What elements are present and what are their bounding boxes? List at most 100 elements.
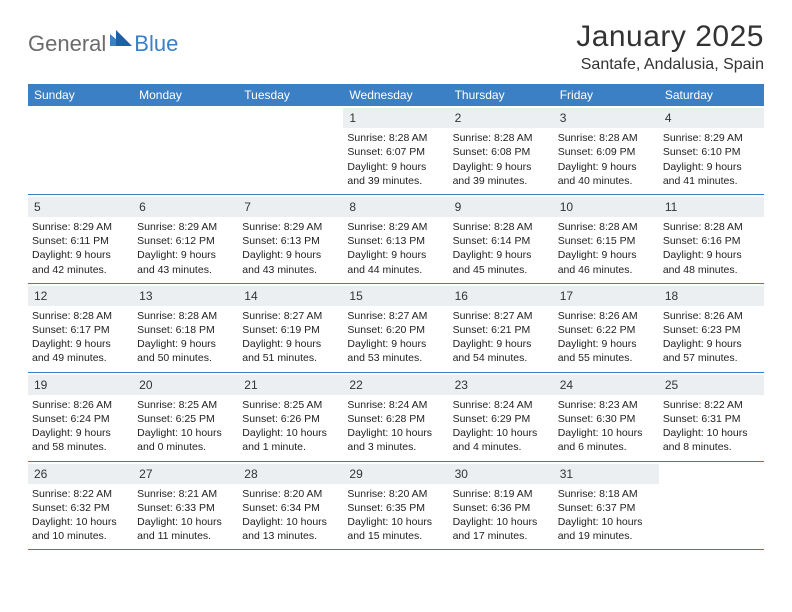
day-number: 4 (659, 108, 764, 128)
sunrise-text: Sunrise: 8:27 AM (347, 309, 444, 323)
location-text: Santafe, Andalusia, Spain (576, 56, 764, 74)
sunset-text: Sunset: 6:25 PM (137, 412, 234, 426)
sunset-text: Sunset: 6:16 PM (663, 234, 760, 248)
sunset-text: Sunset: 6:14 PM (453, 234, 550, 248)
calendar-cell: 19Sunrise: 8:26 AMSunset: 6:24 PMDayligh… (28, 373, 133, 461)
sunrise-text: Sunrise: 8:28 AM (453, 131, 550, 145)
month-title: January 2025 (576, 20, 764, 54)
day-number: 30 (449, 464, 554, 484)
day-number: 10 (554, 197, 659, 217)
calendar-cell: 11Sunrise: 8:28 AMSunset: 6:16 PMDayligh… (659, 195, 764, 283)
sunset-text: Sunset: 6:30 PM (558, 412, 655, 426)
calendar-cell: 20Sunrise: 8:25 AMSunset: 6:25 PMDayligh… (133, 373, 238, 461)
sunset-text: Sunset: 6:18 PM (137, 323, 234, 337)
calendar-cell: 10Sunrise: 8:28 AMSunset: 6:15 PMDayligh… (554, 195, 659, 283)
sunset-text: Sunset: 6:20 PM (347, 323, 444, 337)
sunset-text: Sunset: 6:32 PM (32, 501, 129, 515)
day-header: Saturday (659, 84, 764, 106)
calendar-cell: 28Sunrise: 8:20 AMSunset: 6:34 PMDayligh… (238, 462, 343, 550)
day-number: 19 (28, 375, 133, 395)
calendar-cell: 24Sunrise: 8:23 AMSunset: 6:30 PMDayligh… (554, 373, 659, 461)
daylight-text: Daylight: 9 hours and 39 minutes. (347, 160, 444, 188)
day-number: 21 (238, 375, 343, 395)
daylight-text: Daylight: 9 hours and 57 minutes. (663, 337, 760, 365)
sunset-text: Sunset: 6:34 PM (242, 501, 339, 515)
sunset-text: Sunset: 6:28 PM (347, 412, 444, 426)
sunrise-text: Sunrise: 8:28 AM (558, 131, 655, 145)
calendar-cell: 26Sunrise: 8:22 AMSunset: 6:32 PMDayligh… (28, 462, 133, 550)
daylight-text: Daylight: 10 hours and 6 minutes. (558, 426, 655, 454)
sunrise-text: Sunrise: 8:28 AM (347, 131, 444, 145)
daylight-text: Daylight: 10 hours and 0 minutes. (137, 426, 234, 454)
brand-part1: General (28, 31, 106, 57)
sunrise-text: Sunrise: 8:29 AM (32, 220, 129, 234)
sunset-text: Sunset: 6:21 PM (453, 323, 550, 337)
daylight-text: Daylight: 9 hours and 51 minutes. (242, 337, 339, 365)
day-number: 3 (554, 108, 659, 128)
day-number: 31 (554, 464, 659, 484)
daylight-text: Daylight: 10 hours and 3 minutes. (347, 426, 444, 454)
header: General Blue January 2025 Santafe, Andal… (28, 20, 764, 74)
sunset-text: Sunset: 6:26 PM (242, 412, 339, 426)
daylight-text: Daylight: 10 hours and 4 minutes. (453, 426, 550, 454)
sunrise-text: Sunrise: 8:23 AM (558, 398, 655, 412)
day-header-row: SundayMondayTuesdayWednesdayThursdayFrid… (28, 84, 764, 106)
week-row: 26Sunrise: 8:22 AMSunset: 6:32 PMDayligh… (28, 462, 764, 551)
calendar-cell: 21Sunrise: 8:25 AMSunset: 6:26 PMDayligh… (238, 373, 343, 461)
day-number: 14 (238, 286, 343, 306)
sunrise-text: Sunrise: 8:28 AM (558, 220, 655, 234)
sunrise-text: Sunrise: 8:28 AM (453, 220, 550, 234)
calendar-cell: 30Sunrise: 8:19 AMSunset: 6:36 PMDayligh… (449, 462, 554, 550)
sunrise-text: Sunrise: 8:29 AM (242, 220, 339, 234)
sunset-text: Sunset: 6:11 PM (32, 234, 129, 248)
daylight-text: Daylight: 9 hours and 40 minutes. (558, 160, 655, 188)
day-number: 16 (449, 286, 554, 306)
daylight-text: Daylight: 10 hours and 19 minutes. (558, 515, 655, 543)
sunrise-text: Sunrise: 8:29 AM (663, 131, 760, 145)
sunset-text: Sunset: 6:07 PM (347, 145, 444, 159)
calendar-cell: 27Sunrise: 8:21 AMSunset: 6:33 PMDayligh… (133, 462, 238, 550)
calendar-cell (659, 462, 764, 550)
calendar-cell: 15Sunrise: 8:27 AMSunset: 6:20 PMDayligh… (343, 284, 448, 372)
calendar-cell: 23Sunrise: 8:24 AMSunset: 6:29 PMDayligh… (449, 373, 554, 461)
calendar-cell: 16Sunrise: 8:27 AMSunset: 6:21 PMDayligh… (449, 284, 554, 372)
sunset-text: Sunset: 6:22 PM (558, 323, 655, 337)
day-number: 5 (28, 197, 133, 217)
sunrise-text: Sunrise: 8:18 AM (558, 487, 655, 501)
daylight-text: Daylight: 9 hours and 39 minutes. (453, 160, 550, 188)
daylight-text: Daylight: 10 hours and 1 minute. (242, 426, 339, 454)
daylight-text: Daylight: 10 hours and 13 minutes. (242, 515, 339, 543)
week-row: 12Sunrise: 8:28 AMSunset: 6:17 PMDayligh… (28, 284, 764, 373)
calendar-cell: 17Sunrise: 8:26 AMSunset: 6:22 PMDayligh… (554, 284, 659, 372)
sunset-text: Sunset: 6:13 PM (347, 234, 444, 248)
brand-triangle-icon (110, 30, 132, 51)
sunset-text: Sunset: 6:35 PM (347, 501, 444, 515)
calendar-cell: 2Sunrise: 8:28 AMSunset: 6:08 PMDaylight… (449, 106, 554, 194)
calendar-cell (238, 106, 343, 194)
day-header: Friday (554, 84, 659, 106)
sunrise-text: Sunrise: 8:22 AM (663, 398, 760, 412)
sunset-text: Sunset: 6:10 PM (663, 145, 760, 159)
sunset-text: Sunset: 6:23 PM (663, 323, 760, 337)
day-header: Thursday (449, 84, 554, 106)
daylight-text: Daylight: 10 hours and 17 minutes. (453, 515, 550, 543)
daylight-text: Daylight: 9 hours and 53 minutes. (347, 337, 444, 365)
sunset-text: Sunset: 6:33 PM (137, 501, 234, 515)
daylight-text: Daylight: 9 hours and 42 minutes. (32, 248, 129, 276)
sunset-text: Sunset: 6:36 PM (453, 501, 550, 515)
calendar-cell: 25Sunrise: 8:22 AMSunset: 6:31 PMDayligh… (659, 373, 764, 461)
calendar: SundayMondayTuesdayWednesdayThursdayFrid… (28, 84, 764, 550)
week-row: 1Sunrise: 8:28 AMSunset: 6:07 PMDaylight… (28, 106, 764, 195)
day-number: 7 (238, 197, 343, 217)
calendar-cell: 1Sunrise: 8:28 AMSunset: 6:07 PMDaylight… (343, 106, 448, 194)
day-number: 12 (28, 286, 133, 306)
calendar-cell: 31Sunrise: 8:18 AMSunset: 6:37 PMDayligh… (554, 462, 659, 550)
calendar-cell: 5 Sunrise: 8:29 AMSunset: 6:11 PMDaylight… (28, 195, 133, 283)
weeks-container: 1Sunrise: 8:28 AMSunset: 6:07 PMDaylight… (28, 106, 764, 550)
sunrise-text: Sunrise: 8:26 AM (558, 309, 655, 323)
calendar-cell: 29Sunrise: 8:20 AMSunset: 6:35 PMDayligh… (343, 462, 448, 550)
sunset-text: Sunset: 6:13 PM (242, 234, 339, 248)
daylight-text: Daylight: 10 hours and 11 minutes. (137, 515, 234, 543)
day-number: 17 (554, 286, 659, 306)
daylight-text: Daylight: 9 hours and 45 minutes. (453, 248, 550, 276)
